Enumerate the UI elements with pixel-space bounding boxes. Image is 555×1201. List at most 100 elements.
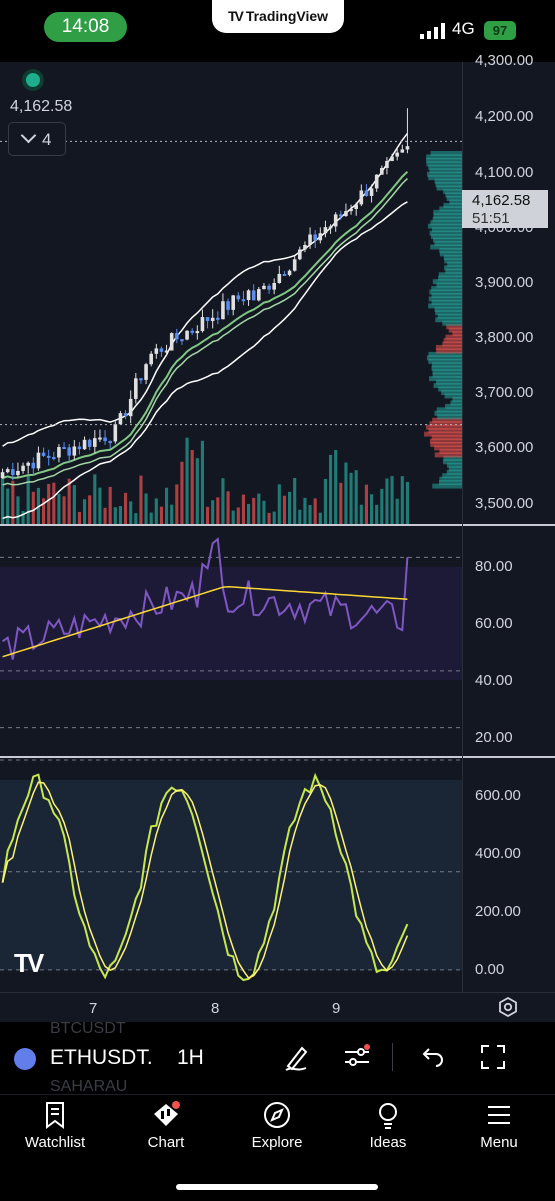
fullscreen-icon[interactable] — [478, 1042, 508, 1072]
candle-body — [46, 455, 51, 458]
volume-bar — [262, 500, 266, 524]
drawing-tools-icon[interactable] — [282, 1042, 312, 1072]
volume-bar — [231, 510, 235, 524]
time-axis[interactable] — [0, 992, 555, 1023]
volume-bar — [159, 506, 163, 524]
rsi-ma-line — [2, 585, 408, 658]
volume-profile-bar — [439, 247, 462, 253]
volume-profile-bar — [431, 299, 462, 305]
volume-bar — [282, 495, 286, 524]
volume-bar — [77, 511, 81, 524]
candle-body — [57, 447, 61, 458]
candle-body — [200, 317, 205, 332]
nav-chart[interactable]: Chart — [111, 1100, 221, 1151]
volume-profile-bar — [432, 483, 462, 489]
volume-profile-bar — [427, 171, 462, 177]
candle-body — [164, 350, 169, 353]
volume-profile-bar — [437, 313, 462, 319]
rsi-pane[interactable] — [0, 537, 462, 729]
market-status-icon[interactable] — [26, 73, 40, 87]
candle-body — [98, 437, 102, 440]
volume-profile-bar — [436, 407, 462, 413]
volume-bar — [370, 494, 374, 524]
volume-bar — [308, 505, 312, 524]
candle-body — [11, 469, 15, 476]
home-indicator — [176, 1184, 378, 1190]
indicators-icon[interactable] — [342, 1042, 372, 1072]
volume-bar — [47, 483, 51, 524]
chevron-down-icon — [20, 127, 37, 144]
volume-profile-bar — [443, 202, 462, 208]
volume-profile-bar — [439, 476, 462, 482]
volume-bar — [124, 492, 128, 524]
nav-explore[interactable]: Explore — [222, 1100, 332, 1151]
candle-body — [93, 438, 97, 447]
volume-profile-bar — [432, 417, 462, 423]
chart-settings-icon[interactable] — [497, 996, 519, 1018]
volume-bar — [293, 477, 297, 524]
candle-body — [134, 378, 138, 399]
volume-bar — [113, 507, 117, 524]
volume-bar — [185, 437, 189, 524]
osc-tick: 600.00 — [475, 787, 521, 804]
volume-profile-bar — [433, 237, 462, 243]
battery-icon: 97 — [484, 21, 516, 40]
chart-area[interactable]: 4,300.00 4,200.00 4,100.00 4,000.00 3,90… — [0, 52, 555, 1022]
volume-profile-bar — [427, 223, 462, 229]
volume-bar — [149, 512, 153, 524]
volume-profile-bar — [435, 317, 462, 323]
candle-body — [277, 273, 282, 283]
interval-selector[interactable]: 1H — [177, 1046, 204, 1069]
price-tick: 3,600.00 — [475, 439, 534, 456]
nav-menu[interactable]: Menu — [444, 1100, 554, 1151]
volume-bar — [108, 486, 112, 524]
time-tick: 7 — [89, 1000, 98, 1017]
volume-bar — [180, 461, 184, 524]
last-price-value: 4,162.58 — [472, 192, 531, 209]
candle-body — [344, 211, 348, 217]
volume-profile-bar — [436, 185, 462, 191]
volume-profile-bar — [429, 289, 462, 295]
candle-body — [72, 446, 77, 456]
volume-profile-bar — [426, 355, 462, 361]
nav-watchlist[interactable]: Watchlist — [0, 1100, 110, 1151]
bollinger-lower-line — [2, 201, 408, 520]
indicators-collapse-button[interactable]: 4 — [8, 122, 66, 156]
pane-divider[interactable] — [0, 756, 555, 758]
nav-label: Ideas — [369, 1134, 407, 1151]
candle-body — [67, 447, 71, 456]
volume-bar — [21, 510, 25, 524]
volume-profile-bar — [443, 455, 462, 461]
volume-profile-bar — [438, 275, 462, 281]
volume-bar — [139, 475, 143, 524]
symbol-selector[interactable]: ETHUSDT. — [50, 1046, 153, 1069]
chart-candles-icon — [154, 1101, 180, 1126]
price-pane[interactable] — [0, 108, 462, 524]
candle-body — [175, 333, 179, 340]
volume-bar — [339, 482, 343, 524]
volume-profile-bar — [435, 182, 462, 188]
volume-profile-bar — [430, 220, 462, 226]
volume-bar — [344, 462, 348, 524]
price-axis[interactable] — [462, 62, 555, 1022]
nav-ideas[interactable]: Ideas — [333, 1100, 443, 1151]
nav-label: Explore — [251, 1134, 303, 1151]
status-time: 14:08 — [44, 12, 127, 42]
candle-body — [226, 301, 230, 310]
candle-body — [123, 413, 128, 417]
tradingview-logo-icon: TV — [227, 8, 244, 24]
volume-bar — [144, 493, 148, 524]
volume-bar — [62, 496, 66, 524]
undo-icon[interactable] — [416, 1042, 446, 1072]
pane-divider[interactable] — [0, 524, 555, 526]
candle-body — [241, 299, 246, 302]
tradingview-watermark-icon[interactable]: TV — [14, 948, 44, 978]
candle-body — [272, 282, 276, 290]
volume-bar — [334, 449, 338, 524]
volume-bar — [380, 488, 384, 524]
oscillator-pane[interactable] — [0, 759, 462, 982]
rsi-tick: 80.00 — [475, 558, 513, 575]
volume-profile-bar — [439, 251, 462, 257]
chart-canvas[interactable] — [0, 62, 555, 992]
volume-profile-bar — [445, 334, 462, 340]
